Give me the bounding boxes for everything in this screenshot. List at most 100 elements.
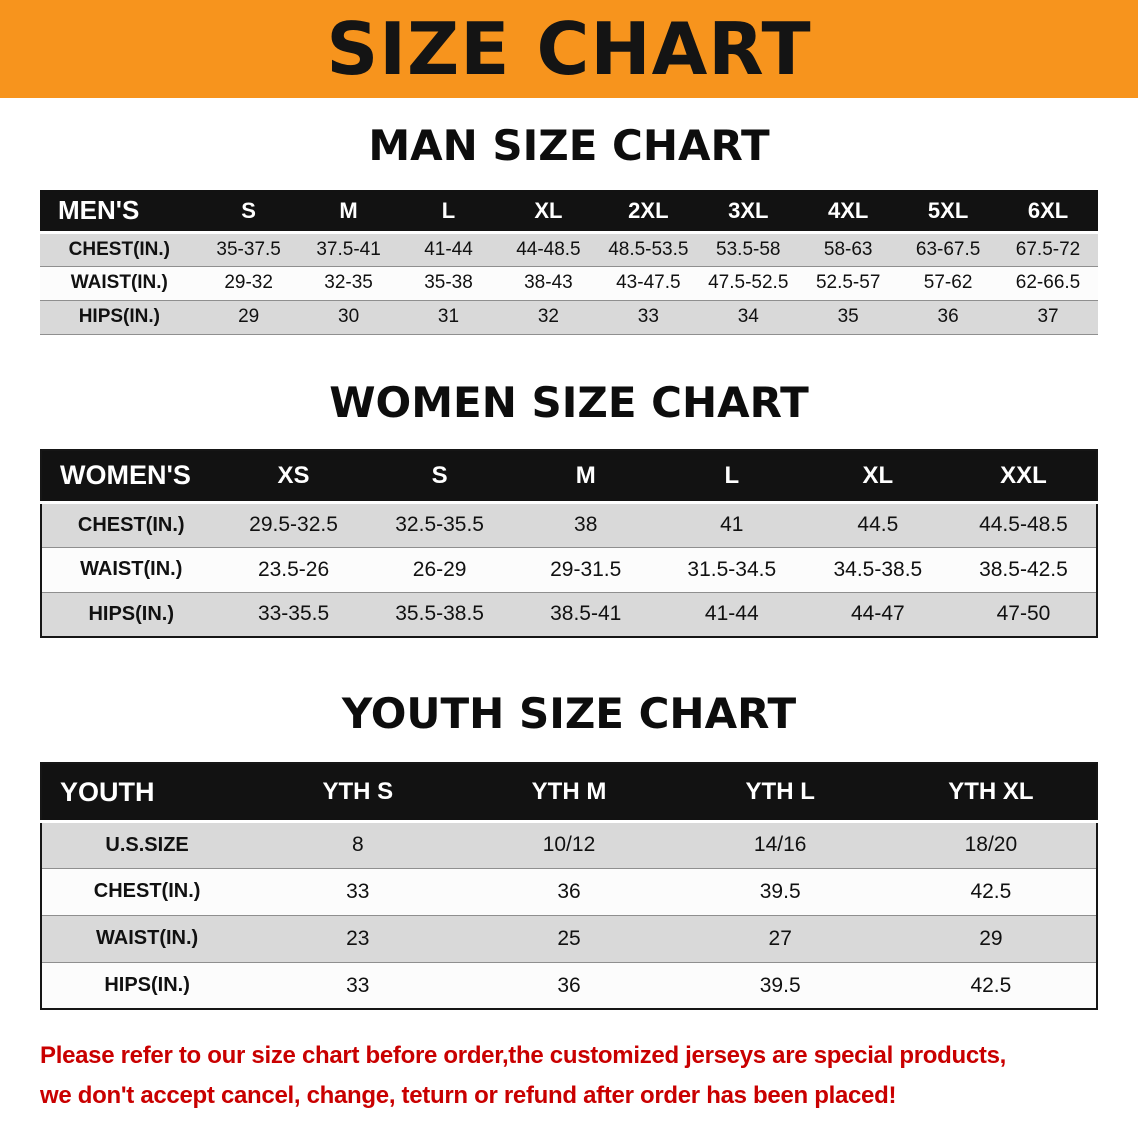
table-row: HIPS(IN.) 29 30 31 32 33 34 35 36 37 <box>40 300 1098 335</box>
size-value-cell: 47-50 <box>996 602 1051 626</box>
size-value-cell: 41-44 <box>424 238 473 260</box>
size-value-cell: 58-63 <box>823 238 873 260</box>
size-value-cell: 38.5-41 <box>550 602 622 626</box>
size-value-cell: 44-47 <box>851 602 905 626</box>
table-header-row: YOUTH YTH S YTH M YTH L YTH XL <box>41 763 1097 822</box>
size-value-cell: 10/12 <box>542 833 596 857</box>
disclaimer-line-2: we don't accept cancel, change, teturn o… <box>40 1081 897 1109</box>
size-value-cell: 32 <box>537 306 559 328</box>
size-value-cell: 36 <box>557 973 581 997</box>
size-value-cell: 33 <box>637 306 659 328</box>
men-section-heading: MAN SIZE CHART <box>368 121 770 170</box>
table-row: HIPS(IN.) 33 36 39.5 42.5 <box>41 962 1097 1010</box>
table-row: CHEST(IN.) 33 36 39.5 42.5 <box>41 868 1097 916</box>
size-value-cell: 52.5-57 <box>815 272 881 294</box>
size-value-cell: 39.5 <box>759 879 801 903</box>
size-value-cell: 26-29 <box>412 557 467 581</box>
table-row: CHEST(IN.) 35-37.5 37.5-41 41-44 44-48.5 48.5… <box>40 232 1098 267</box>
women-size-table: WOMEN'S XS S M L XL XXL CHEST(IN.) 29.5-32.5 32.5… <box>40 449 1098 639</box>
size-value-cell: 14/16 <box>753 833 807 857</box>
size-value-cell: 41-44 <box>704 602 759 626</box>
table-row: CHEST(IN.) 29.5-32.5 32.5-35.5 38 41 44.5 44.5… <box>41 502 1097 548</box>
size-value-cell: 29 <box>238 306 260 328</box>
row-label: CHEST(IN.) <box>68 238 170 260</box>
banner-title: SIZE CHART <box>326 7 812 91</box>
size-column-header: XL <box>498 190 599 233</box>
size-value-cell: 31 <box>437 306 460 328</box>
size-value-cell: 29-31.5 <box>550 557 622 581</box>
row-label: WAIST(IN.) <box>95 927 199 950</box>
size-value-cell: 53.5-58 <box>716 238 781 260</box>
disclaimer: Please refer to our size chart before or… <box>40 1036 1098 1115</box>
row-label: WAIST(IN.) <box>70 272 168 294</box>
size-value-cell: 38-43 <box>524 272 573 294</box>
size-value-cell: 42.5 <box>970 973 1012 997</box>
size-value-cell: 44.5 <box>857 513 899 537</box>
size-value-cell: 35-37.5 <box>216 238 281 260</box>
table-row: HIPS(IN.) 33-35.5 35.5-38.5 38.5-41 41-44 44-… <box>41 592 1097 638</box>
size-value-cell: 44-48.5 <box>516 238 581 260</box>
size-value-cell: 67.5-72 <box>1015 238 1081 260</box>
row-label: WAIST(IN.) <box>80 558 183 581</box>
size-value-cell: 8 <box>351 833 364 857</box>
size-column-header: 4XL <box>798 190 899 233</box>
size-value-cell: 41 <box>720 513 744 537</box>
size-value-cell: 33 <box>346 879 370 903</box>
table-corner-label: YOUTH <box>41 763 253 822</box>
size-value-cell: 33-35.5 <box>257 602 330 626</box>
size-value-cell: 31.5-34.5 <box>687 557 777 581</box>
size-column-header: M <box>298 190 399 233</box>
table-corner-label: MEN'S <box>40 190 199 233</box>
men-size-table: MEN'S S M L XL 2XL 3XL 4XL 5XL 6XL CHEST(IN.) 35-37… <box>40 190 1098 335</box>
size-value-cell: 35.5-38.5 <box>395 602 484 626</box>
size-value-cell: 47.5-52.5 <box>708 272 789 294</box>
size-column-header: L <box>658 450 805 503</box>
size-value-cell: 36 <box>557 879 581 903</box>
size-value-cell: 39.5 <box>759 973 801 997</box>
table-row: U.S.SIZE 8 10/12 14/16 18/20 <box>41 821 1097 869</box>
size-column-header: YTH XL <box>885 763 1097 822</box>
size-column-header: 3XL <box>698 190 799 233</box>
women-section-heading: WOMEN SIZE CHART <box>329 377 809 427</box>
size-value-cell: 35-38 <box>424 272 473 294</box>
table-row: WAIST(IN.) 29-32 32-35 35-38 38-43 43-47.5 47.… <box>40 266 1098 301</box>
size-value-cell: 29 <box>979 926 1003 950</box>
size-value-cell: 33 <box>346 973 370 997</box>
size-value-cell: 23.5-26 <box>257 557 330 581</box>
size-value-cell: 37.5-41 <box>316 238 381 260</box>
size-value-cell: 38.5-42.5 <box>979 557 1068 581</box>
size-value-cell: 42.5 <box>970 879 1012 903</box>
table-header-row: MEN'S S M L XL 2XL 3XL 4XL 5XL 6XL <box>40 190 1098 233</box>
size-value-cell: 32.5-35.5 <box>395 513 484 537</box>
size-column-header: 5XL <box>898 190 999 233</box>
size-value-cell: 62-66.5 <box>1015 272 1081 294</box>
size-value-cell: 36 <box>937 306 959 328</box>
row-label: U.S.SIZE <box>105 833 189 856</box>
size-column-header: 6XL <box>998 190 1098 233</box>
row-label: HIPS(IN.) <box>88 602 175 625</box>
size-value-cell: 34 <box>737 306 759 328</box>
row-label: HIPS(IN.) <box>78 306 160 328</box>
size-value-cell: 38 <box>574 513 598 537</box>
size-value-cell: 63-67.5 <box>915 238 981 260</box>
table-row: WAIST(IN.) 23 25 27 29 <box>41 915 1097 963</box>
size-value-cell: 43-47.5 <box>616 272 681 294</box>
row-label: HIPS(IN.) <box>104 974 190 997</box>
size-value-cell: 32-35 <box>324 272 373 294</box>
size-value-cell: 29-32 <box>224 272 273 294</box>
size-column-header: 2XL <box>598 190 699 233</box>
table-corner-label: WOMEN'S <box>41 450 221 503</box>
size-value-cell: 25 <box>557 926 581 950</box>
size-value-cell: 34.5-38.5 <box>833 557 923 581</box>
size-value-cell: 23 <box>346 926 370 950</box>
row-label: CHEST(IN.) <box>77 513 185 536</box>
youth-section-heading: YOUTH SIZE CHART <box>341 689 797 739</box>
size-value-cell: 37 <box>1037 306 1059 328</box>
size-column-header: S <box>198 190 299 233</box>
row-label: CHEST(IN.) <box>93 880 201 903</box>
size-value-cell: 48.5-53.5 <box>608 238 689 260</box>
size-column-header: YTH M <box>463 763 675 822</box>
size-value-cell: 35 <box>837 306 859 328</box>
size-column-header: YTH S <box>252 763 464 822</box>
size-column-header: XL <box>804 450 951 503</box>
